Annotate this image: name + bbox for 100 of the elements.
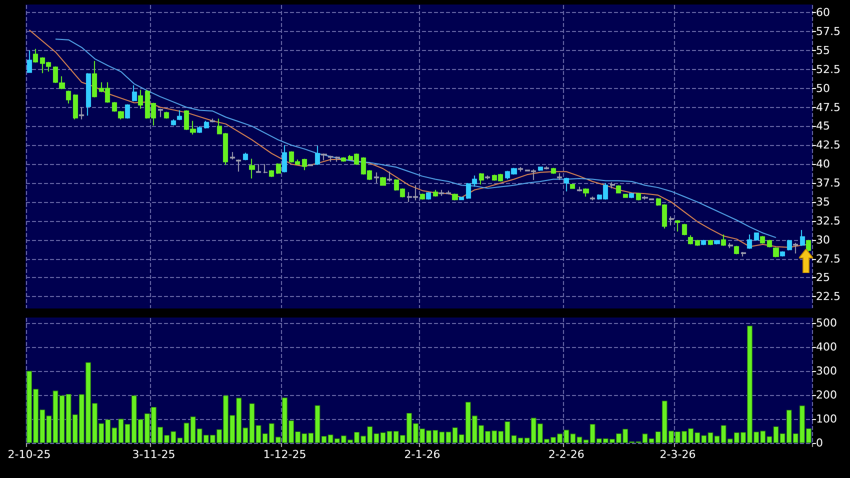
- candlestick: [263, 164, 268, 174]
- candlestick: [66, 90, 71, 104]
- candlestick: [551, 167, 556, 174]
- candlestick: [236, 159, 241, 172]
- candlestick: [669, 216, 674, 226]
- candlestick: [92, 60, 97, 98]
- candlestick: [714, 240, 720, 245]
- candlestick: [734, 245, 739, 255]
- candlestick: [623, 194, 628, 198]
- candlestick: [164, 111, 169, 120]
- candlestick: [695, 239, 700, 246]
- candlestick: [204, 120, 209, 129]
- candlestick: [741, 251, 746, 257]
- candlestick: [380, 176, 386, 186]
- line-series: [54, 38, 776, 238]
- y-tick-label: 37.5: [816, 176, 840, 190]
- candlestick: [806, 239, 811, 252]
- candlestick: [79, 106, 84, 120]
- candlestick: [420, 193, 425, 200]
- candlestick: [138, 89, 143, 110]
- candlestick: [426, 192, 431, 200]
- y-tick-label: 55: [816, 44, 830, 57]
- candlestick: [230, 151, 235, 160]
- y-tick-label: 40: [816, 158, 830, 171]
- y-tick-label: 30: [816, 233, 830, 246]
- candlestick: [557, 172, 562, 180]
- candlestick: [452, 193, 458, 201]
- candlestick: [321, 152, 327, 161]
- candlestick: [118, 110, 124, 120]
- candlestick: [728, 242, 733, 249]
- y-tick-label: 42.5: [816, 138, 840, 152]
- candlestick: [583, 188, 589, 198]
- candlestick: [564, 177, 569, 192]
- candlestick: [387, 171, 392, 182]
- y-tick-label: 47.5: [816, 100, 840, 114]
- candlestick: [459, 196, 464, 200]
- candlestick: [747, 234, 752, 250]
- candlestick: [590, 196, 595, 201]
- y-tick-label: 57.5: [816, 25, 840, 38]
- candlestick: [708, 239, 713, 246]
- candlestick: [125, 104, 130, 120]
- y-tick-label: 22.5: [816, 290, 840, 304]
- candlestick: [249, 158, 255, 179]
- candlestick: [315, 145, 320, 166]
- candlestick: [721, 234, 726, 246]
- candlestick: [335, 156, 340, 162]
- candlestick: [787, 239, 792, 251]
- y-tick-label: 50: [816, 82, 830, 95]
- candlestick: [773, 246, 779, 258]
- y-tick-label: 52.5: [816, 62, 840, 76]
- candlestick: [197, 126, 202, 134]
- y-tick-label: 35: [816, 195, 830, 208]
- x-tick-label: 2-1-26: [404, 448, 440, 461]
- y-tick-label: 60: [816, 6, 830, 20]
- candlestick: [682, 223, 687, 236]
- x-tick-label: 2-3-26: [660, 448, 696, 461]
- candlestick: [341, 156, 346, 162]
- candlestick: [570, 184, 575, 189]
- y-tick-label: 400: [816, 340, 837, 354]
- y-tick-label: 25: [816, 271, 830, 284]
- candlestick: [636, 192, 641, 201]
- candlestick: [479, 172, 484, 186]
- candlestick: [328, 155, 333, 162]
- candlestick: [112, 101, 117, 112]
- x-tick-label: 1-12-25: [263, 448, 306, 461]
- candlestick: [433, 189, 438, 198]
- x-tick-label: 3-11-25: [132, 448, 176, 461]
- candlestick: [675, 220, 680, 232]
- y-tick-label: 27.5: [816, 252, 840, 266]
- y-tick-label: 200: [816, 388, 837, 402]
- candlestick: [276, 162, 281, 174]
- candlestick: [73, 94, 78, 120]
- y-tick-label: 32.5: [816, 214, 840, 228]
- candlestick: [642, 195, 648, 200]
- candlestick: [616, 184, 621, 194]
- y-tick-label: 45: [816, 120, 830, 133]
- candlestick: [544, 166, 549, 170]
- candlestick: [577, 186, 582, 192]
- candlestick: [132, 84, 137, 102]
- candlestick: [767, 239, 772, 248]
- candlestick: [374, 172, 379, 184]
- y-tick-label: 300: [816, 364, 837, 378]
- candlestick: [210, 118, 215, 123]
- candlestick: [177, 110, 182, 121]
- x-tick-label: 2-2-26: [548, 448, 584, 461]
- candlestick: [269, 170, 274, 178]
- candlestick: [538, 166, 543, 172]
- candlestick: [629, 192, 634, 199]
- candlestick: [518, 166, 523, 172]
- candlestick: [33, 48, 38, 64]
- x-tick-label: 2-10-25: [8, 448, 51, 461]
- candlestick: [688, 234, 693, 245]
- candlestick: [439, 189, 444, 196]
- candlestick: [27, 50, 32, 73]
- candlestick: [282, 144, 287, 173]
- candlestick: [256, 164, 261, 173]
- candlestick: [760, 236, 765, 244]
- y-tick-label: 0: [816, 436, 823, 450]
- candlestick: [446, 190, 451, 195]
- y-tick-label: 500: [816, 316, 837, 330]
